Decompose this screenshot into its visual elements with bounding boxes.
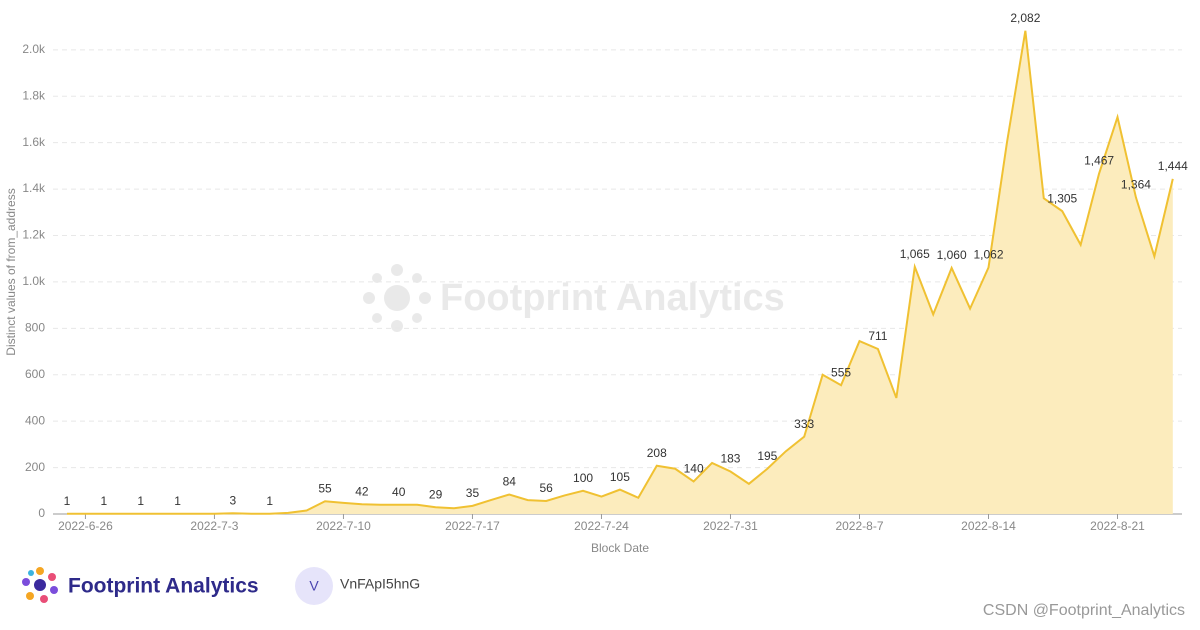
data-label: 333 bbox=[794, 417, 814, 431]
data-label: 1 bbox=[266, 494, 273, 508]
y-tick-label: 1.2k bbox=[22, 228, 46, 242]
credit: CSDN @Footprint_Analytics bbox=[983, 602, 1185, 619]
data-label: 42 bbox=[355, 484, 369, 498]
x-tick-label: 2022-7-24 bbox=[574, 519, 629, 533]
x-tick-label: 2022-8-14 bbox=[961, 519, 1016, 533]
y-tick-label: 1.8k bbox=[22, 88, 46, 102]
y-tick-label: 800 bbox=[25, 320, 45, 334]
data-label: 3 bbox=[230, 493, 237, 507]
data-label: 55 bbox=[318, 481, 332, 495]
user-name: VnFApI5hnG bbox=[340, 576, 420, 592]
avatar bbox=[295, 567, 333, 605]
data-label: 84 bbox=[503, 475, 517, 489]
x-tick-label: 2022-6-26 bbox=[58, 519, 113, 533]
avatar-initial: V bbox=[309, 578, 319, 594]
y-tick-label: 2.0k bbox=[22, 42, 46, 56]
data-label: 183 bbox=[720, 452, 740, 466]
data-label: 1,467 bbox=[1084, 154, 1114, 168]
y-tick-label: 0 bbox=[38, 506, 45, 520]
y-tick-label: 1.0k bbox=[22, 274, 46, 288]
x-tick-label: 2022-8-7 bbox=[835, 519, 883, 533]
data-label: 1,444 bbox=[1158, 159, 1188, 173]
data-label: 195 bbox=[757, 449, 777, 463]
watermark: Footprint Analytics bbox=[363, 264, 785, 332]
y-tick-label: 1.4k bbox=[22, 181, 46, 195]
data-label: 140 bbox=[684, 462, 704, 476]
data-label: 1,364 bbox=[1121, 178, 1151, 192]
data-label: 1,062 bbox=[973, 248, 1003, 262]
data-label: 711 bbox=[868, 329, 887, 343]
y-tick-label: 200 bbox=[25, 460, 45, 474]
y-tick-label: 600 bbox=[25, 367, 45, 381]
data-label: 29 bbox=[429, 487, 443, 501]
data-label: 1 bbox=[174, 494, 181, 508]
area-fill bbox=[67, 30, 1173, 515]
data-label: 40 bbox=[392, 485, 406, 499]
x-tick-label: 2022-7-17 bbox=[445, 519, 500, 533]
data-label: 1,060 bbox=[937, 248, 967, 262]
y-tick-label: 1.6k bbox=[22, 135, 46, 149]
x-tick-label: 2022-7-3 bbox=[190, 519, 238, 533]
data-label: 2,082 bbox=[1010, 11, 1040, 25]
footer-brand: Footprint Analytics bbox=[68, 575, 259, 598]
data-label: 35 bbox=[466, 486, 480, 500]
data-label: 555 bbox=[831, 365, 851, 379]
x-tick-label: 2022-8-21 bbox=[1090, 519, 1145, 533]
footer-logo: Footprint Analytics bbox=[22, 567, 259, 603]
data-label: 1,305 bbox=[1047, 191, 1077, 205]
data-label: 1 bbox=[101, 494, 108, 508]
x-tick-label: 2022-7-31 bbox=[703, 519, 758, 533]
data-label: 1 bbox=[64, 494, 71, 508]
data-label: 1,065 bbox=[900, 247, 930, 261]
x-axis-label: Block Date bbox=[591, 541, 649, 555]
y-tick-label: 400 bbox=[25, 413, 45, 427]
data-label: 100 bbox=[573, 471, 593, 485]
y-axis-label: Distinct values of from_address bbox=[4, 188, 18, 355]
watermark-text: Footprint Analytics bbox=[440, 277, 785, 319]
data-label: 105 bbox=[610, 470, 630, 484]
line bbox=[67, 30, 1174, 515]
data-label: 56 bbox=[540, 481, 554, 495]
data-label: 208 bbox=[647, 446, 667, 460]
x-tick-label: 2022-7-10 bbox=[316, 519, 371, 533]
data-label: 1 bbox=[137, 494, 144, 508]
